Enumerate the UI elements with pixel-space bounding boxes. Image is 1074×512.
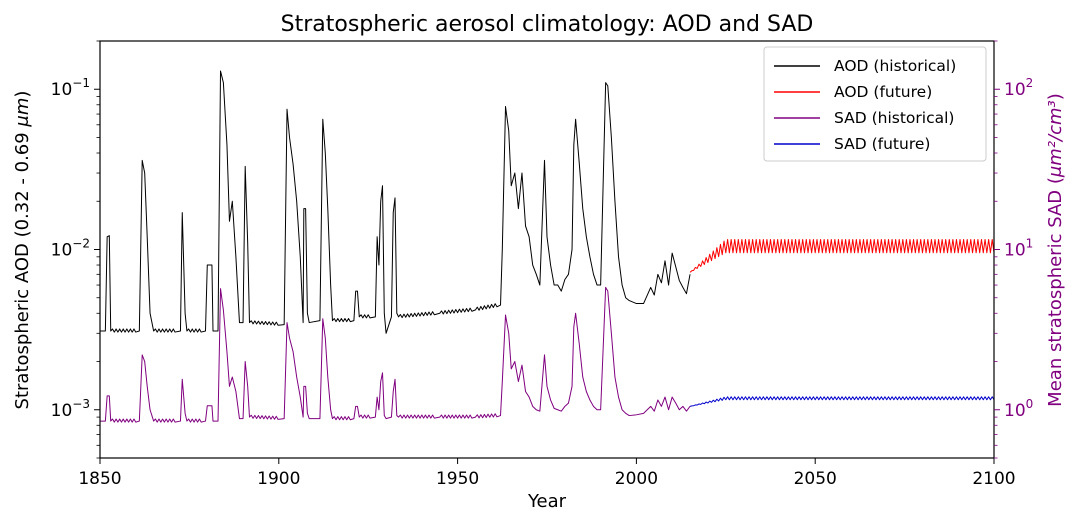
x-tick-label: 2000 [615, 469, 658, 489]
y-axis-left: 10−310−210−1 [51, 40, 100, 459]
y-axis-left-label-unit: μm [12, 98, 33, 128]
tick-exponent: 2 [1026, 76, 1034, 90]
y-right-tick-label: 101 [1004, 237, 1033, 261]
tick-base: 10 [1004, 80, 1026, 100]
series-line-0 [100, 70, 691, 334]
y-axis-right-label-unit: μm²/cm³ [1045, 100, 1066, 178]
y-axis-right-label-end: ) [1045, 93, 1066, 100]
tick-exponent: −1 [72, 76, 90, 90]
x-tick-label: 2100 [972, 469, 1015, 489]
y-left-tick-label: 10−3 [51, 397, 90, 421]
legend-label: SAD (future) [834, 135, 930, 153]
legend: AOD (historical) AOD (future) SAD (histori… [763, 46, 987, 162]
legend-label: AOD (future) [834, 83, 932, 101]
tick-base: 10 [51, 401, 73, 421]
series-line-3 [689, 396, 995, 407]
tick-exponent: 1 [1026, 237, 1034, 251]
x-tick-label: 1850 [78, 469, 121, 489]
y-axis-right-label: Mean stratospheric SAD (μm²/cm³) [1045, 93, 1066, 407]
tick-exponent: 0 [1026, 397, 1034, 411]
series-line-2 [100, 286, 691, 423]
y-left-tick-label: 10−1 [51, 76, 90, 100]
series-layer [100, 70, 995, 423]
tick-base: 10 [1004, 401, 1026, 421]
tick-base: 10 [51, 80, 73, 100]
tick-exponent: −2 [72, 237, 90, 251]
y-axis-left-label-base: Stratospheric AOD (0.32 - 0.69 [12, 127, 33, 410]
y-axis-left-label: Stratospheric AOD (0.32 - 0.69 μm) [12, 91, 33, 410]
x-tick-label: 2050 [794, 469, 837, 489]
legend-label: SAD (historical) [834, 109, 954, 127]
x-tick-label: 1950 [436, 469, 479, 489]
series-line-1 [689, 238, 995, 273]
tick-base: 10 [51, 241, 73, 261]
tick-exponent: −3 [72, 397, 90, 411]
x-tick-label: 1900 [257, 469, 300, 489]
legend-box [763, 46, 987, 162]
y-right-tick-label: 100 [1004, 397, 1033, 421]
y-right-tick-label: 102 [1004, 76, 1033, 100]
y-left-tick-label: 10−2 [51, 237, 90, 261]
x-axis: 1850 1900 1950 2000 2050 2100 [78, 458, 1016, 489]
legend-label: AOD (historical) [834, 57, 956, 75]
chart-title: Stratospheric aerosol climatology: AOD a… [281, 12, 814, 37]
y-axis-right-label-base: Mean stratospheric SAD ( [1045, 177, 1066, 407]
y-axis-left-label-end: ) [12, 91, 33, 98]
tick-base: 10 [1004, 241, 1026, 261]
x-axis-label: Year [527, 491, 567, 512]
